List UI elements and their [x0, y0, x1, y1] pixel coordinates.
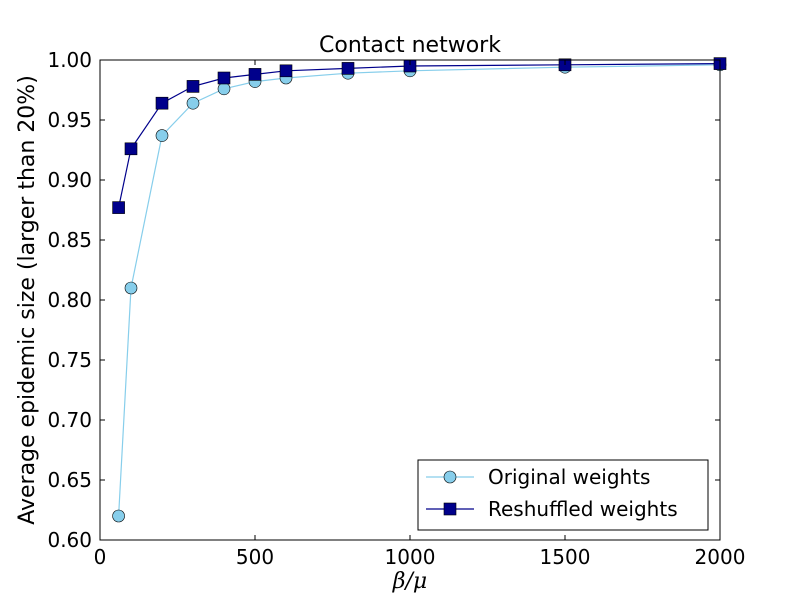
y-tick-label: 0.65: [47, 468, 92, 492]
data-point: [248, 68, 262, 81]
x-axis-label: β/μ: [392, 569, 427, 594]
y-tick-label: 1.00: [47, 48, 92, 72]
y-axis-ticks: 0.60 0.65 0.70 0.75 0.80 0.85 0.90 0.95 1.00: [47, 48, 720, 552]
y-tick-label: 0.85: [47, 228, 92, 252]
data-point: [124, 142, 138, 156]
data-point: [186, 96, 200, 110]
legend-marker: [443, 470, 457, 484]
data-point: [217, 82, 231, 96]
legend: Original weights Reshuffled weights: [417, 459, 709, 531]
data-point: [155, 96, 169, 110]
y-axis-label: Average epidemic size (larger than 20%): [15, 75, 40, 525]
data-point: [217, 71, 231, 85]
series-line-1: [118, 63, 721, 208]
data-point: [112, 201, 125, 214]
data-point: [279, 64, 293, 78]
data-point: [341, 62, 355, 75]
data-point: [112, 509, 125, 523]
data-point: [155, 129, 169, 142]
y-tick-label: 0.75: [47, 348, 92, 372]
series-markers: [112, 57, 727, 523]
series-line-0: [118, 64, 721, 517]
x-tick-label: 0: [94, 545, 107, 569]
y-tick-label: 0.60: [47, 528, 92, 552]
y-tick-label: 0.90: [47, 168, 92, 192]
legend-marker: [443, 502, 457, 516]
x-tick-label: 2000: [695, 545, 746, 569]
y-tick-label: 0.80: [47, 288, 92, 312]
y-tick-label: 0.95: [47, 108, 92, 132]
x-tick-label: 1500: [540, 545, 591, 569]
legend-box: [417, 459, 709, 531]
legend-label: Original weights: [488, 465, 650, 489]
data-point: [124, 281, 138, 295]
y-tick-label: 0.70: [47, 408, 92, 432]
legend-label: Reshuffled weights: [488, 497, 678, 521]
x-tick-label: 500: [236, 545, 274, 569]
x-axis-ticks: 0 500 1000 1500 2000: [94, 60, 746, 569]
chart-title: Contact network: [319, 33, 501, 58]
x-tick-label: 1000: [385, 545, 436, 569]
series-lines: [118, 63, 721, 517]
data-point: [186, 80, 200, 93]
